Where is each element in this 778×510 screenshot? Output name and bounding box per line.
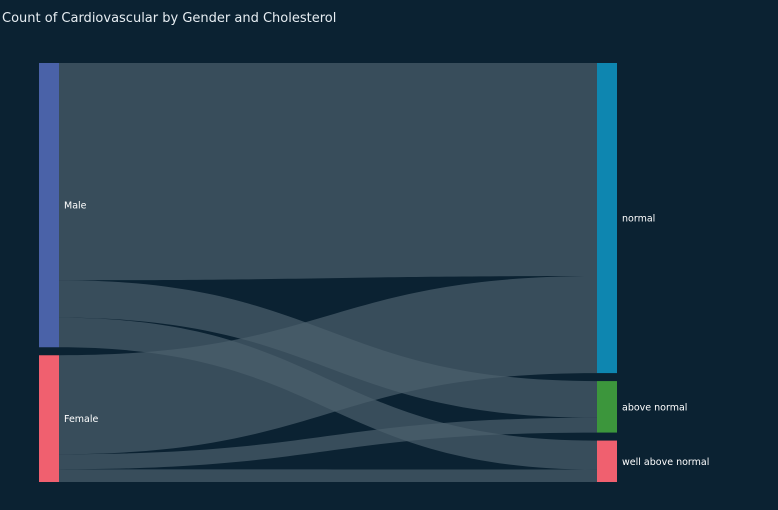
node-well-above-normal[interactable]	[597, 440, 617, 482]
node-label-female: Female	[64, 414, 99, 425]
node-male[interactable]	[39, 63, 59, 348]
link-male-to-normal[interactable]	[59, 63, 597, 281]
link-female-to-well-above-normal[interactable]	[59, 469, 597, 482]
node-label-well-above-normal: well above normal	[622, 457, 709, 468]
node-label-normal: normal	[622, 214, 655, 225]
node-label-male: Male	[64, 201, 87, 212]
sankey-labels: Male Female normal above normal well above n…	[64, 201, 709, 468]
node-above-normal[interactable]	[597, 381, 617, 433]
chart-title: Count of Cardiovascular by Gender and Ch…	[2, 11, 337, 26]
node-female[interactable]	[39, 355, 59, 482]
link-female-to-above-normal[interactable]	[59, 417, 597, 470]
link-female-to-normal[interactable]	[59, 276, 597, 455]
sankey-links	[59, 63, 597, 482]
node-label-above-normal: above normal	[622, 402, 687, 413]
sankey-nodes	[39, 63, 617, 482]
node-normal[interactable]	[597, 63, 617, 374]
